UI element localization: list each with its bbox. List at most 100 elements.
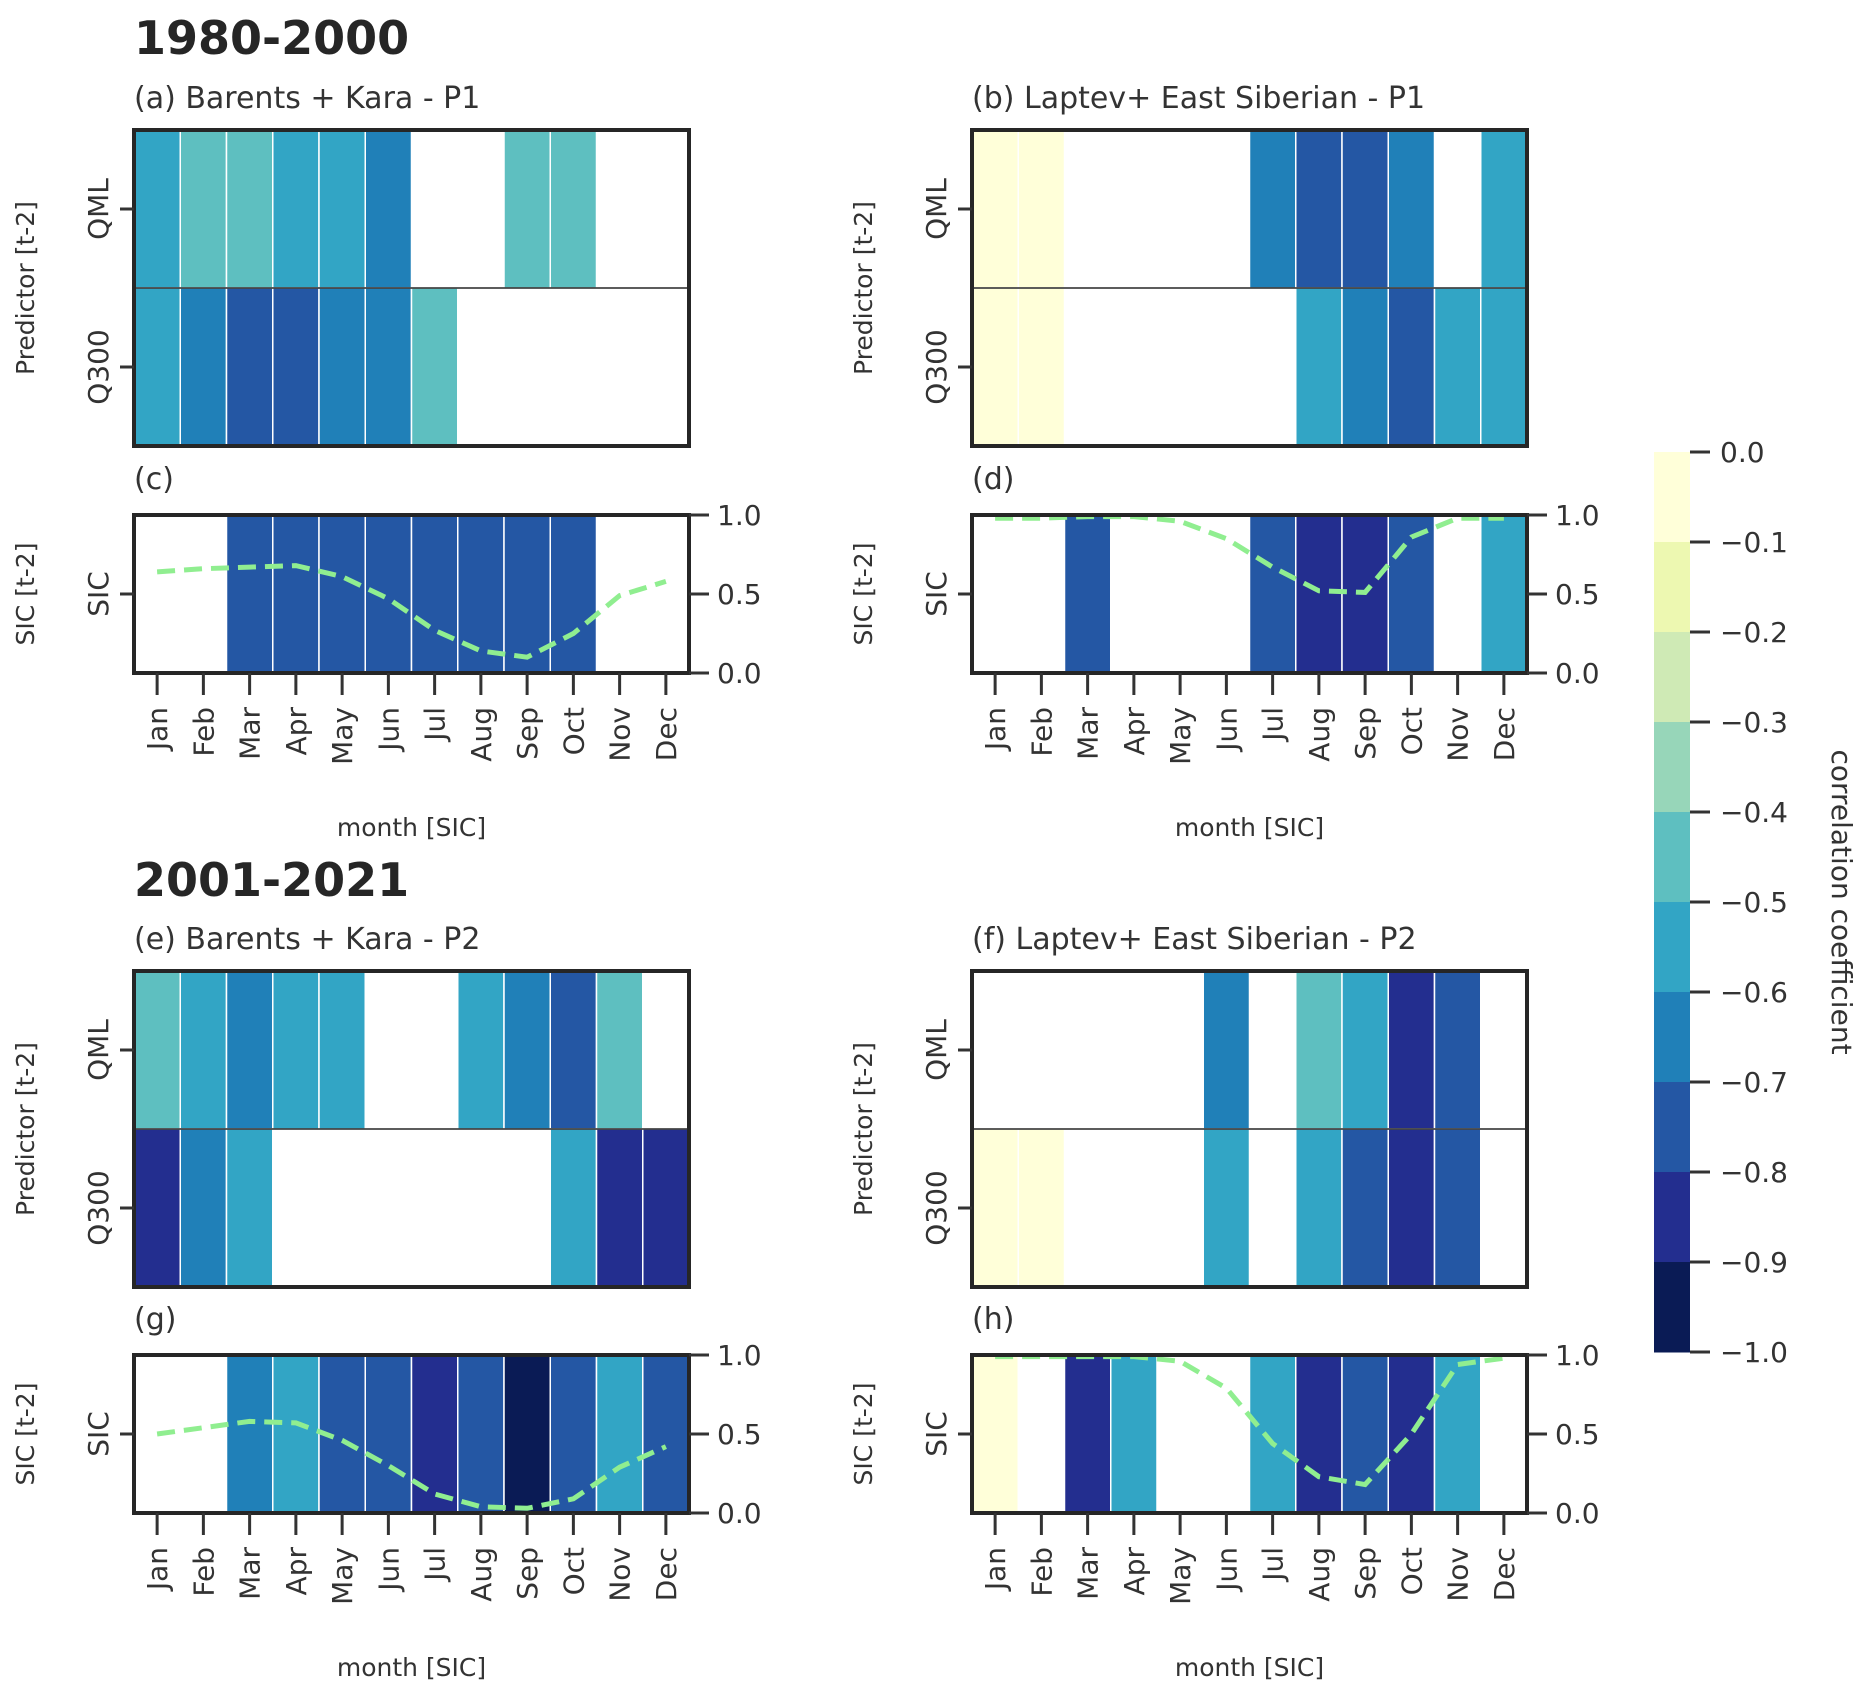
heatmap-cell [410,514,459,674]
x-tick-label: Apr [1118,707,1151,756]
colorbar-tick-label: −0.4 [1720,796,1788,829]
heatmap-cell [549,129,598,289]
colorbar-tick-label: −0.3 [1720,706,1788,739]
y-tick-label: SIC [82,571,115,617]
panel-c: (c) SIC SIC [t-2] 0.0 0.5 1.0 Jan Feb Mar Apr May J… [11,462,762,842]
x-tick-label: Jul [419,1547,452,1583]
heatmap-cell [595,1128,644,1288]
heatmap-cell [457,1354,505,1514]
heatmap-cell [1433,1128,1482,1288]
right-y-tick-label: 0.0 [717,657,762,690]
heatmap-cell [410,1354,459,1514]
heatmap-cell [549,1128,598,1288]
panel-title-c: (c) [134,462,174,497]
heatmap-cell [642,1354,690,1514]
panel-title-g: (g) [134,1302,176,1337]
panel-title-f: (f) Laptev+ East Siberian - P2 [972,922,1417,957]
x-tick-label: Jan [979,707,1012,752]
panel-title-a: (a) Barents + Kara - P1 [134,81,480,116]
heatmap-cell [364,1354,413,1514]
right-y-tick-label: 0.5 [717,578,762,611]
x-tick-label: Feb [1025,1547,1058,1597]
colorbar-bin [1654,1082,1690,1173]
x-tick-label: Sep [1349,707,1382,760]
heatmap-cell [1387,129,1436,289]
panel-d: (d) SIC SIC [t-2] 0.0 0.5 1.0 Jan Feb Mar Apr May J… [849,462,1600,842]
heatmap-cell [272,1354,320,1514]
heatmap-cell [971,287,1019,447]
heatmap-cell [595,1354,644,1514]
x-tick-label: Nov [604,1547,637,1602]
right-y-tick-label: 1.0 [1555,499,1600,532]
heatmap-cell [1433,970,1482,1130]
heatmap-cell [272,129,320,289]
heatmap-cell [1063,514,1112,674]
panel-e: (e) Barents + Kara - P2 QML Q300 Predictor … [11,922,691,1289]
colorbar-tick-label: −0.7 [1720,1066,1788,1099]
heatmap-cell [1433,1354,1482,1514]
heatmap-cell [179,1128,228,1288]
heatmap-cell [410,287,459,447]
colorbar-tick-label: −0.5 [1720,886,1788,919]
panel-title-b: (b) Laptev+ East Siberian - P1 [972,81,1425,116]
x-tick-label: Apr [1118,1547,1151,1596]
heatmap-cell [272,970,320,1130]
heatmap-cell [457,970,505,1130]
heatmap-cell [179,129,228,289]
heatmap-cell [1387,1354,1436,1514]
heatmap-cell [1248,129,1297,289]
colorbar-tick-label: −0.1 [1720,526,1788,559]
y-tick-label: Q300 [82,1170,115,1245]
right-y-tick-label: 0.0 [717,1497,762,1530]
colorbar-bin [1654,812,1690,903]
heatmap-cell [1295,129,1343,289]
heatmap-cell [1017,129,1066,289]
x-tick-label: Nov [604,707,637,762]
x-tick-label: Jul [1257,707,1290,743]
x-axis-label: month [SIC] [337,813,486,842]
heatmap-cell [1248,514,1297,674]
heatmap-cell [133,287,181,447]
colorbar-bin [1654,992,1690,1083]
heatmap-cell [1295,1354,1343,1514]
heatmap-cell [225,970,274,1130]
heatmap-cell [225,129,274,289]
y-axis-label: SIC [t-2] [11,1383,40,1486]
heatmap-cell [1248,1354,1297,1514]
y-axis-label: SIC [t-2] [849,1383,878,1486]
x-tick-label: Dec [1488,707,1521,761]
x-tick-label: Oct [1395,1547,1428,1595]
y-tick-label: Q300 [82,329,115,404]
colorbar-tick-label: 0.0 [1720,436,1765,469]
x-tick-label: Jan [979,1547,1012,1592]
heatmap-cell [503,970,551,1130]
heatmap-cell [1480,287,1528,447]
heatmap-cell [1341,1354,1389,1514]
y-tick-label: Q300 [920,329,953,404]
panel-g: (g) SIC SIC [t-2] 0.0 0.5 1.0 Jan Feb Mar Apr May J… [11,1302,762,1682]
y-tick-label: SIC [920,1411,953,1457]
x-tick-label: Jul [1257,1547,1290,1583]
x-tick-label: Sep [511,1547,544,1600]
heatmap-cell [971,1354,1019,1514]
right-y-tick-label: 0.0 [1555,1497,1600,1530]
heatmap-cell [318,129,366,289]
colorbar-tick-label: −0.9 [1720,1246,1788,1279]
right-y-tick-label: 0.0 [1555,657,1600,690]
x-tick-label: Jun [372,707,405,753]
colorbar-bin [1654,722,1690,813]
colorbar-tick-label: −0.6 [1720,976,1788,1009]
heatmap-cell [457,514,505,674]
heatmap-cell [179,287,228,447]
x-tick-label: Aug [465,707,498,762]
heatmap-cell [133,129,181,289]
heatmap-cell [225,514,274,674]
heatmap-cell [971,129,1019,289]
heatmap-cell [1387,287,1436,447]
heatmap-cell [225,1354,274,1514]
heatmap-cell [133,1128,181,1288]
heatmap-cell [1433,287,1482,447]
right-y-tick-label: 1.0 [717,499,762,532]
x-tick-label: Oct [557,1547,590,1595]
period-title-1: 1980-2000 [134,11,409,65]
